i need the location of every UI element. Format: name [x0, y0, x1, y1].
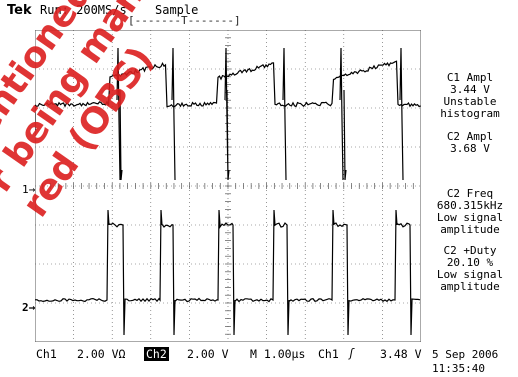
- measurement-c2-freq: C2 Freq 680.315kHz Low signal amplitude: [424, 188, 516, 236]
- channel1-waveform: [35, 48, 421, 180]
- measurement-note: amplitude: [424, 281, 516, 293]
- measurement-note: amplitude: [424, 224, 516, 236]
- measurement-c2-ampl: C2 Ampl 3.68 V: [424, 131, 516, 155]
- ch1-scale: 2.00 VΩ: [77, 347, 125, 361]
- timebase-setting[interactable]: M 1.00µs: [250, 347, 305, 361]
- ch2-label[interactable]: Ch2: [144, 347, 169, 361]
- channel2-ground-marker[interactable]: 2→: [22, 301, 35, 314]
- trigger-slope-icon: ʃ: [348, 346, 355, 360]
- run-status: Run: 200MS/s: [40, 3, 127, 17]
- trigger-level: 3.48 V: [380, 347, 422, 361]
- brand-label: Tek: [7, 3, 32, 18]
- measurement-c1-ampl: C1 Ampl 3.44 V Unstable histogram: [424, 72, 516, 120]
- trigger-source[interactable]: Ch1: [318, 347, 339, 361]
- channel2-waveform: [35, 210, 420, 335]
- channel1-ground-marker[interactable]: 1→: [22, 183, 35, 196]
- header-bar: Tek Run: 200MS/s Sample [-------T-------…: [0, 0, 518, 28]
- trigger-position-marker: [-------T-------]: [128, 14, 241, 27]
- measurement-note: histogram: [424, 108, 516, 120]
- measurement-value: 3.68 V: [424, 143, 516, 155]
- ch1-label[interactable]: Ch1: [36, 347, 57, 361]
- ch2-scale: 2.00 V: [187, 347, 229, 361]
- date-display: 5 Sep 2006: [432, 348, 498, 361]
- measurement-c2-duty: C2 +Duty 20.10 % Low signal amplitude: [424, 245, 516, 293]
- scope-screen[interactable]: [35, 30, 421, 342]
- time-display: 11:35:40: [432, 362, 485, 375]
